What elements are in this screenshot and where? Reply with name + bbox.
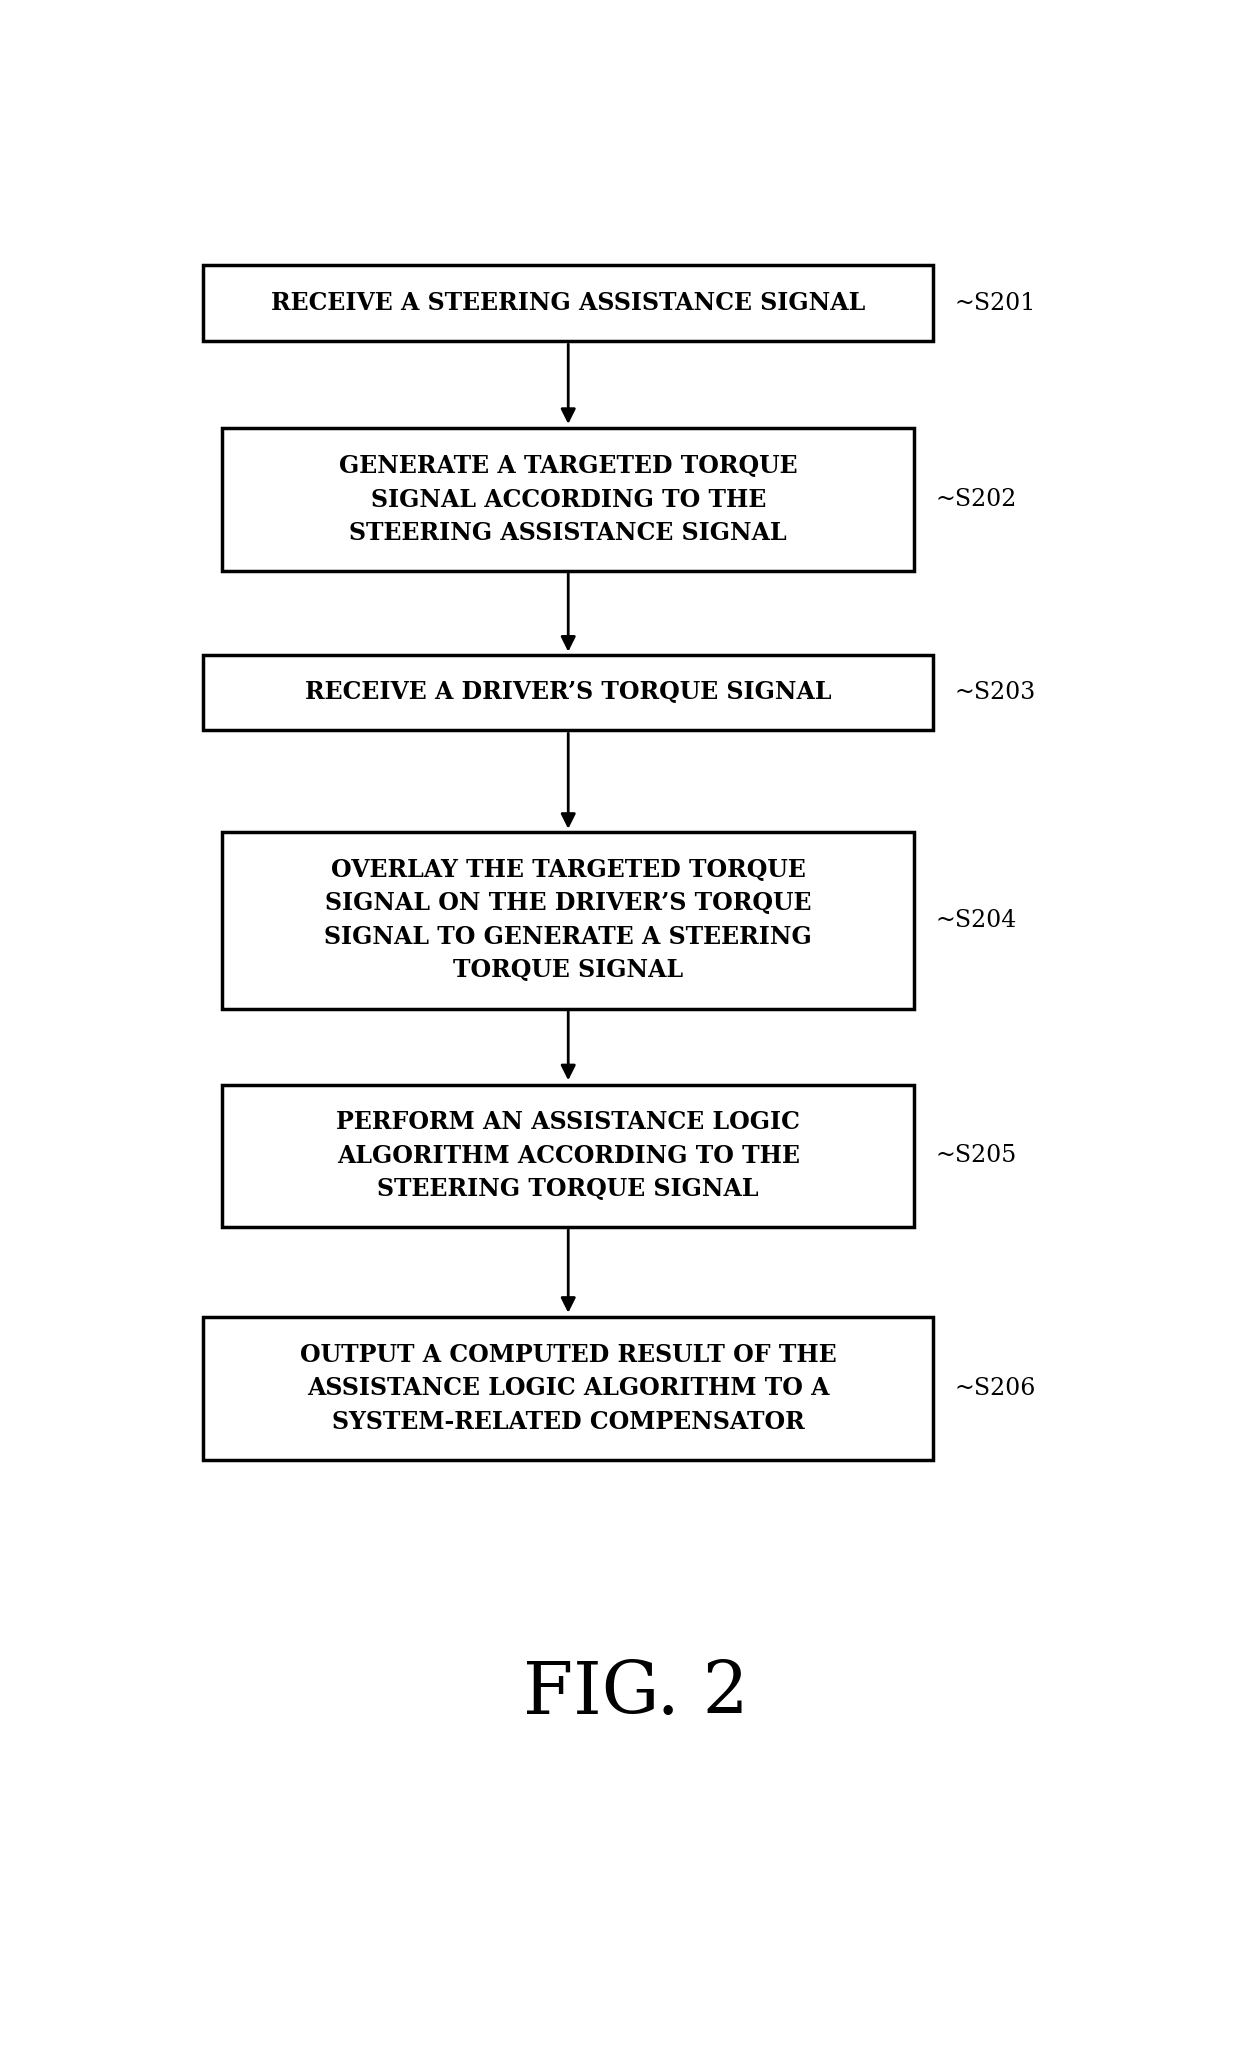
Text: OVERLAY THE TARGETED TORQUE
SIGNAL ON THE DRIVER’S TORQUE
SIGNAL TO GENERATE A S: OVERLAY THE TARGETED TORQUE SIGNAL ON TH… xyxy=(325,859,812,982)
Text: ~S201: ~S201 xyxy=(955,292,1035,314)
FancyBboxPatch shape xyxy=(222,429,914,571)
Text: OUTPUT A COMPUTED RESULT OF THE
ASSISTANCE LOGIC ALGORITHM TO A
SYSTEM-RELATED C: OUTPUT A COMPUTED RESULT OF THE ASSISTAN… xyxy=(300,1343,837,1434)
Text: RECEIVE A DRIVER’S TORQUE SIGNAL: RECEIVE A DRIVER’S TORQUE SIGNAL xyxy=(305,680,832,705)
FancyBboxPatch shape xyxy=(222,832,914,1009)
Text: RECEIVE A STEERING ASSISTANCE SIGNAL: RECEIVE A STEERING ASSISTANCE SIGNAL xyxy=(272,292,866,316)
Text: PERFORM AN ASSISTANCE LOGIC
ALGORITHM ACCORDING TO THE
STEERING TORQUE SIGNAL: PERFORM AN ASSISTANCE LOGIC ALGORITHM AC… xyxy=(336,1111,800,1202)
Text: ~S206: ~S206 xyxy=(955,1376,1035,1401)
Text: GENERATE A TARGETED TORQUE
SIGNAL ACCORDING TO THE
STEERING ASSISTANCE SIGNAL: GENERATE A TARGETED TORQUE SIGNAL ACCORD… xyxy=(339,454,797,544)
Text: ~S202: ~S202 xyxy=(935,489,1017,511)
FancyBboxPatch shape xyxy=(222,1085,914,1226)
Text: ~S203: ~S203 xyxy=(955,682,1035,705)
Text: ~S205: ~S205 xyxy=(935,1144,1017,1167)
Text: ~S204: ~S204 xyxy=(935,908,1017,933)
FancyBboxPatch shape xyxy=(203,1317,934,1460)
FancyBboxPatch shape xyxy=(203,655,934,731)
Text: FIG. 2: FIG. 2 xyxy=(523,1658,748,1729)
FancyBboxPatch shape xyxy=(203,265,934,341)
